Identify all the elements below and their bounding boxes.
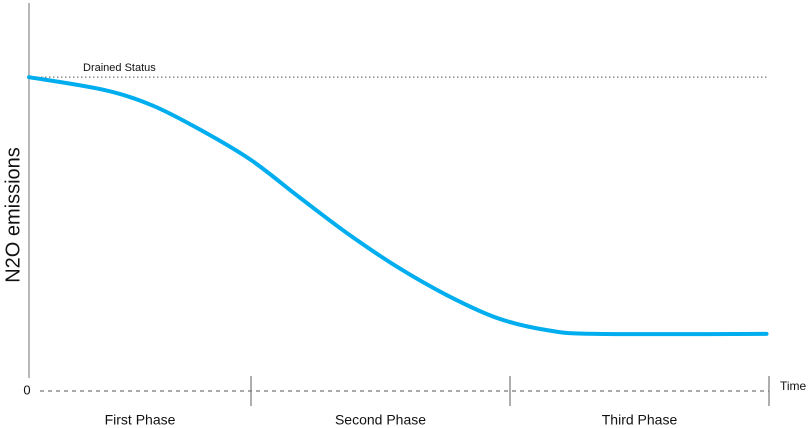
y-tick-label: 0: [23, 382, 30, 397]
y-axis-label: N2O emissions: [2, 147, 24, 283]
phase-label: First Phase: [105, 412, 176, 428]
reference-label: Drained Status: [83, 62, 156, 74]
x-axis-label: Time: [780, 379, 807, 393]
data-line: [27, 75, 769, 337]
phase-label: Second Phase: [335, 412, 426, 428]
phase-label: Third Phase: [602, 412, 678, 428]
